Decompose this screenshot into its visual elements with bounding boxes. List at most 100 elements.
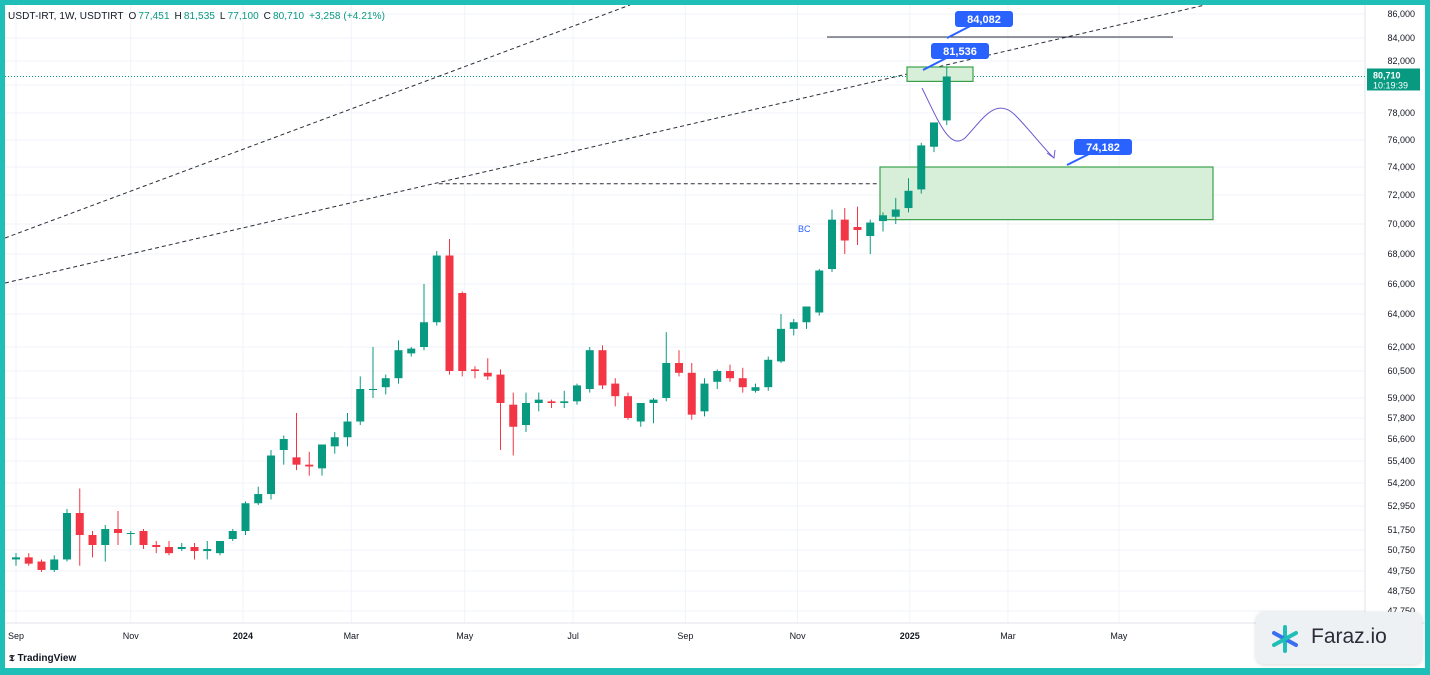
price-tick-label: 72,000 <box>1387 190 1415 200</box>
candle-body <box>114 529 122 533</box>
candle-body <box>330 437 339 447</box>
price-tick-label: 56,600 <box>1387 434 1415 444</box>
candle-body <box>292 457 301 465</box>
faraz-logo-icon <box>1272 625 1298 653</box>
candle-body <box>267 455 275 495</box>
candle <box>483 358 492 380</box>
candle-body <box>496 374 505 403</box>
time-tick-label: May <box>1110 631 1128 641</box>
bc-marker: BC <box>798 224 811 234</box>
projection-arrowhead <box>1046 149 1056 159</box>
candle-body <box>853 227 862 230</box>
candle <box>534 392 543 412</box>
time-tick-label: 2025 <box>900 631 920 641</box>
candle-body <box>63 513 71 560</box>
candle <box>37 559 46 572</box>
candle <box>866 219 875 254</box>
candle-body <box>177 547 186 549</box>
candle-body <box>101 529 110 545</box>
candle <box>904 178 913 213</box>
candle-body <box>126 533 135 534</box>
faraz-brand-text: Faraz.io <box>1311 625 1387 648</box>
candle <box>152 541 161 554</box>
candle-body <box>930 122 938 147</box>
candle <box>789 318 798 336</box>
candle-body <box>24 557 33 564</box>
candle-body <box>318 444 326 469</box>
price-tick-label: 62,000 <box>1387 342 1415 352</box>
candle-body <box>573 385 581 402</box>
callout-resistance: 84,082 <box>946 11 1013 39</box>
candle-body <box>279 439 288 450</box>
candle-body <box>828 219 836 269</box>
candle <box>165 541 173 556</box>
candle <box>432 251 441 326</box>
candle-body <box>879 215 887 222</box>
candle <box>573 383 581 405</box>
candle-body <box>241 503 250 531</box>
callout-high: 81,536 <box>922 43 989 71</box>
countdown-timer: 10:19:39 <box>1373 80 1408 90</box>
time-tick-label: Nov <box>790 631 807 641</box>
candle <box>917 142 926 194</box>
price-tick-label: 78,000 <box>1387 108 1415 118</box>
candle-body <box>139 531 148 545</box>
candle <box>369 347 377 398</box>
candle-body <box>458 293 467 371</box>
price-chart[interactable]: BC 84,082 81,536 74,182 86,000 84,000 82,000 80… <box>5 5 1425 668</box>
lower-trendline <box>5 5 1206 284</box>
candle-body <box>662 363 671 398</box>
candle <box>241 501 250 535</box>
candle-body <box>726 371 734 379</box>
time-tick-label: Jul <box>567 631 579 641</box>
candle-body <box>12 557 20 560</box>
callout-box <box>931 43 989 59</box>
candle-body <box>636 403 645 422</box>
candle-body <box>37 561 46 570</box>
candle-body <box>432 255 441 323</box>
candle <box>675 350 683 377</box>
candle-body <box>687 372 696 415</box>
tradingview-logo[interactable]: 𝕿 TradingView <box>9 653 77 664</box>
callout-target: 74,182 <box>1066 139 1132 166</box>
candle-body <box>471 369 479 371</box>
candle <box>636 403 645 427</box>
candle <box>777 314 785 363</box>
price-tick-label: 74,000 <box>1387 162 1415 172</box>
candle <box>624 392 632 420</box>
candle <box>88 531 97 558</box>
time-tick-label: Mar <box>1000 631 1016 641</box>
candle <box>585 347 594 393</box>
candle-body <box>904 190 913 209</box>
candle-body <box>866 222 875 236</box>
candle-body <box>509 404 518 427</box>
candle <box>330 432 339 454</box>
candle <box>853 206 862 245</box>
candle-body <box>917 145 926 190</box>
candle-body <box>585 350 594 389</box>
candle <box>318 444 326 476</box>
candle-body <box>381 378 390 388</box>
candle <box>751 383 760 393</box>
projection-path <box>921 87 1054 158</box>
candle <box>279 435 288 465</box>
candle <box>381 374 390 395</box>
candle <box>662 332 671 402</box>
candle-body <box>394 350 403 379</box>
candle-body <box>50 559 59 570</box>
price-tick-label: 48,750 <box>1387 586 1415 596</box>
candle-body <box>840 219 849 241</box>
candle-body <box>611 383 620 397</box>
candle <box>496 369 505 450</box>
candle <box>12 553 20 566</box>
candle <box>828 209 836 272</box>
high-value: 81,535 <box>183 11 216 22</box>
candle <box>203 541 212 560</box>
price-tick-label: 76,000 <box>1387 135 1415 145</box>
candle-body <box>764 359 773 388</box>
price-tick-label: 86,000 <box>1387 9 1415 19</box>
candle <box>560 390 569 408</box>
candle-body <box>343 421 352 438</box>
candle-body <box>356 389 365 422</box>
candle-body <box>777 328 785 362</box>
